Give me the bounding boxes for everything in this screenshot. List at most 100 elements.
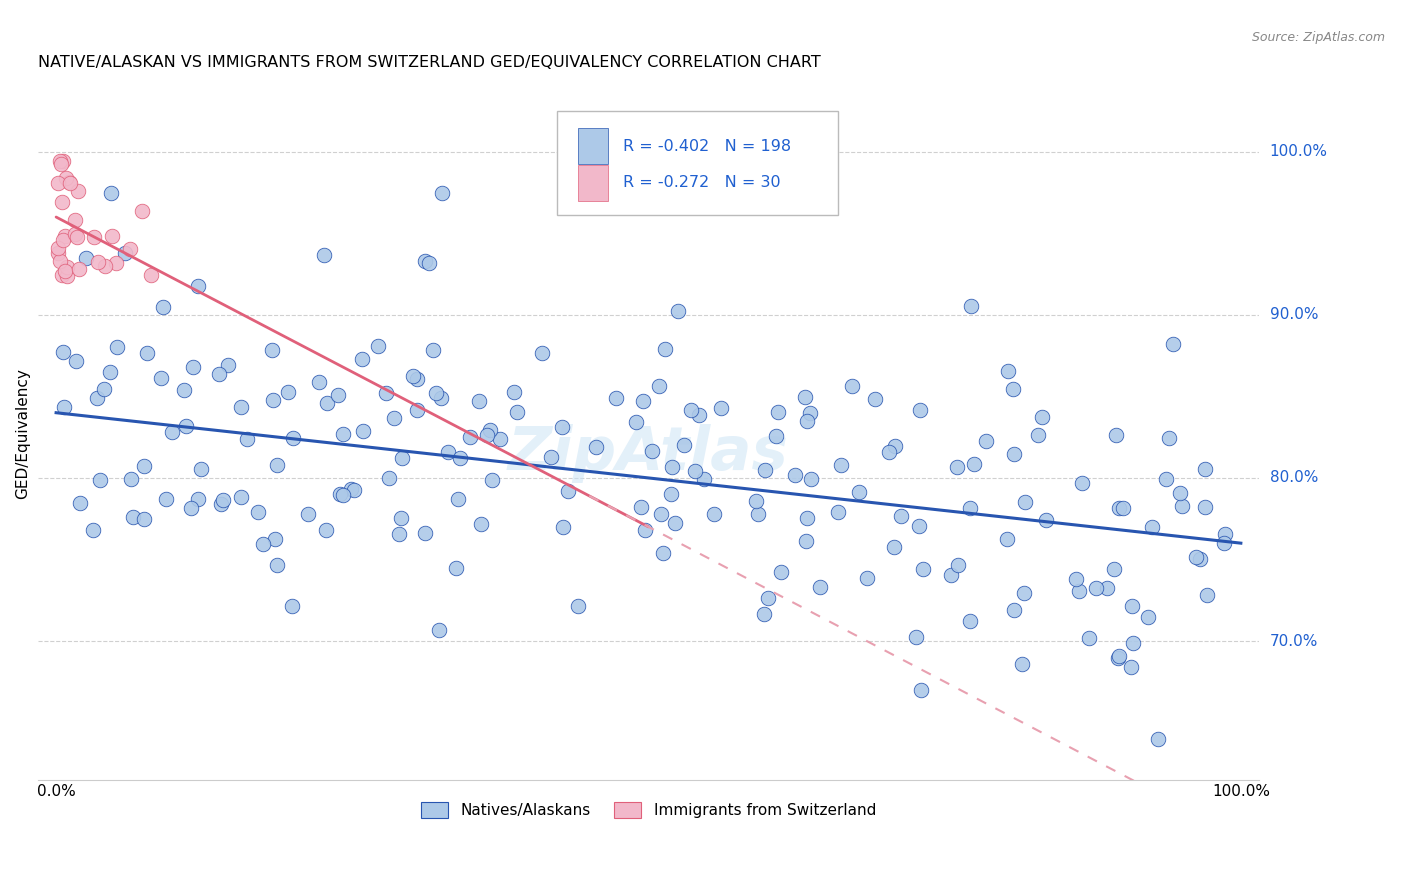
Point (316, 396, 339, 410)
Point (67, 262, 90, 277)
Point (281, 431, 304, 445)
Point (65, 354, 87, 368)
Point (280, 599, 302, 613)
Point (1084, 581, 1107, 595)
Point (1189, 551, 1212, 566)
Point (52, 233, 75, 247)
Point (1071, 476, 1094, 491)
Point (449, 451, 471, 466)
Point (427, 623, 450, 637)
Point (747, 507, 769, 521)
Point (631, 393, 654, 408)
Point (768, 404, 790, 418)
Point (848, 485, 870, 500)
Point (187, 492, 209, 507)
Point (297, 507, 319, 521)
Point (963, 457, 986, 471)
Point (688, 409, 710, 423)
Point (413, 254, 436, 268)
Point (422, 343, 444, 357)
FancyBboxPatch shape (557, 111, 838, 215)
Point (277, 385, 299, 400)
Point (884, 439, 907, 453)
Point (52, 344, 75, 359)
Point (180, 500, 202, 515)
Point (959, 500, 981, 515)
Point (941, 567, 963, 582)
Point (1121, 660, 1143, 674)
Point (1146, 731, 1168, 746)
Point (948, 558, 970, 573)
Text: 100.0%: 100.0% (1270, 145, 1327, 160)
Point (551, 420, 574, 434)
Point (382, 410, 405, 425)
Point (160, 425, 183, 439)
Point (262, 392, 284, 407)
Point (415, 525, 437, 540)
Point (332, 426, 354, 441)
Point (475, 428, 498, 442)
Point (176, 419, 198, 434)
Point (1161, 337, 1184, 351)
Point (505, 405, 527, 419)
Point (672, 438, 695, 452)
Point (1105, 428, 1128, 442)
Point (1212, 536, 1234, 550)
Point (375, 385, 398, 400)
Point (890, 509, 912, 524)
Point (75, 251, 97, 265)
Point (236, 432, 259, 446)
Point (308, 376, 330, 390)
Point (367, 339, 389, 353)
Point (190, 461, 212, 475)
Point (1171, 499, 1194, 513)
Point (470, 516, 492, 531)
Point (503, 385, 526, 400)
Point (1168, 486, 1191, 500)
Point (908, 403, 931, 417)
Point (139, 268, 162, 282)
Point (252, 537, 274, 551)
Point (1026, 428, 1049, 442)
Text: NATIVE/ALASKAN VS IMMIGRANTS FROM SWITZERLAND GED/EQUIVALENCY CORRELATION CHART: NATIVE/ALASKAN VS IMMIGRANTS FROM SWITZE… (38, 55, 821, 70)
FancyBboxPatch shape (578, 128, 609, 164)
Point (48, 241, 70, 255)
Point (59, 176, 82, 190)
Point (654, 343, 676, 357)
Point (855, 571, 877, 585)
Point (1112, 501, 1135, 516)
Point (120, 472, 142, 486)
Point (634, 524, 657, 538)
Point (52, 153, 75, 168)
Point (1194, 500, 1216, 515)
Point (1014, 494, 1036, 508)
Point (53, 229, 76, 244)
Point (405, 372, 427, 386)
Point (332, 488, 354, 502)
Point (100, 186, 122, 200)
Point (63, 213, 86, 227)
Point (58, 175, 80, 189)
Point (56, 268, 79, 283)
Point (266, 558, 288, 573)
Point (883, 541, 905, 555)
Point (93, 382, 115, 396)
Point (118, 242, 141, 256)
Point (1159, 431, 1181, 445)
Point (51, 195, 73, 210)
Point (391, 450, 413, 465)
Point (683, 464, 706, 478)
Point (105, 339, 128, 353)
Point (1102, 561, 1125, 575)
Point (67, 184, 90, 198)
Point (437, 444, 460, 458)
Point (94, 259, 117, 273)
Point (458, 430, 481, 444)
Legend: Natives/Alaskans, Immigrants from Switzerland: Natives/Alaskans, Immigrants from Switze… (415, 796, 882, 824)
Point (765, 429, 787, 443)
Point (1122, 636, 1144, 650)
Point (48, 245, 70, 260)
Point (799, 406, 821, 420)
Point (343, 483, 366, 497)
Point (1011, 657, 1033, 671)
